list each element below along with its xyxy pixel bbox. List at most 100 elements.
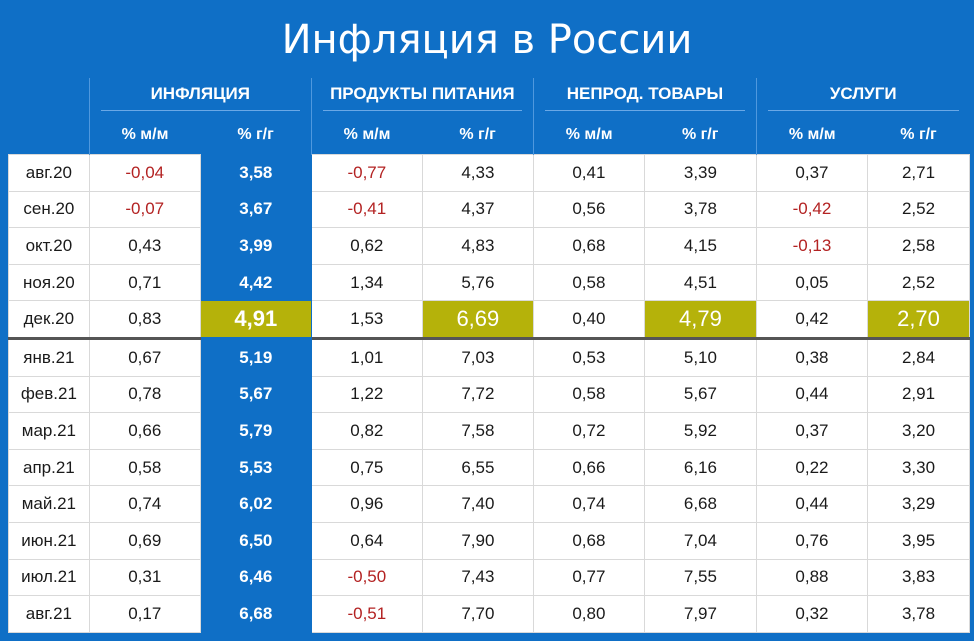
value-cell: 0,58 xyxy=(532,263,645,302)
table-row: окт.20 0,43 3,99 0,62 4,83 0,68 4,15 -0,13 2,58 xyxy=(8,227,971,265)
table-row: июн.21 0,69 6,50 0,64 7,90 0,68 7,04 0,76 3,95 xyxy=(8,521,971,560)
table-row: сен.20 -0,07 3,67 -0,41 4,37 0,56 3,78 -0,42 2,5… xyxy=(8,190,971,229)
month-cell: май.21 xyxy=(8,485,90,523)
month-cell: авг.21 xyxy=(8,595,90,633)
value-cell: 7,58 xyxy=(421,412,534,450)
table-row: янв.21 0,67 5,19 1,01 7,03 0,53 5,10 0,38 2,84 xyxy=(8,337,971,377)
value-cell: 5,19 xyxy=(199,337,312,377)
value-cell: -0,07 xyxy=(88,190,201,229)
value-cell: 7,55 xyxy=(643,558,757,597)
value-cell: 0,40 xyxy=(532,300,645,340)
value-cell: 0,64 xyxy=(310,521,423,560)
month-cell: июл.21 xyxy=(8,558,90,597)
value-cell: 3,67 xyxy=(199,190,312,229)
value-cell: 0,31 xyxy=(88,558,201,597)
subheader-mm: % м/м xyxy=(532,116,645,155)
value-cell: 0,05 xyxy=(755,263,868,302)
value-cell: 4,91 xyxy=(199,300,312,340)
group-header-food: ПРОДУКТЫ ПИТАНИЯ xyxy=(310,78,534,116)
value-cell: 2,52 xyxy=(866,190,971,229)
value-cell: 5,10 xyxy=(643,337,757,377)
value-cell: 0,44 xyxy=(755,375,868,414)
value-cell: 0,37 xyxy=(755,412,868,450)
value-cell: 0,74 xyxy=(88,485,201,523)
value-cell: -0,13 xyxy=(755,227,868,265)
month-cell: дек.20 xyxy=(8,300,90,340)
month-cell: апр.21 xyxy=(8,448,90,487)
subheader-yy: % г/г xyxy=(237,126,274,143)
value-cell: -0,50 xyxy=(310,558,423,597)
value-cell: 0,68 xyxy=(532,521,645,560)
value-cell: 0,44 xyxy=(755,485,868,523)
value-cell: 2,70 xyxy=(866,300,971,340)
value-cell: 3,58 xyxy=(199,154,312,192)
value-cell: 6,46 xyxy=(199,558,312,597)
value-cell: 6,16 xyxy=(643,448,757,487)
value-cell: 2,84 xyxy=(866,337,971,377)
group-header-inflation: ИНФЛЯЦИЯ xyxy=(88,78,312,116)
value-cell: 5,67 xyxy=(643,375,757,414)
subheader-yy: % г/г xyxy=(681,126,719,143)
value-cell: -0,77 xyxy=(310,154,423,192)
month-cell: ноя.20 xyxy=(8,263,90,302)
value-cell: 0,17 xyxy=(88,595,201,633)
value-cell: 0,38 xyxy=(755,337,868,377)
page-title: Инфляция в России xyxy=(281,17,693,63)
value-cell: 7,90 xyxy=(421,521,534,560)
value-cell: 0,72 xyxy=(532,412,645,450)
month-cell: окт.20 xyxy=(8,227,90,265)
value-cell: 3,30 xyxy=(866,448,971,487)
value-cell: 3,20 xyxy=(866,412,971,450)
value-cell: 0,41 xyxy=(532,154,645,192)
value-cell: 6,68 xyxy=(643,485,757,523)
value-cell: 5,67 xyxy=(199,375,312,414)
value-cell: 0,80 xyxy=(532,595,645,633)
value-cell: 0,96 xyxy=(310,485,423,523)
value-cell: 0,78 xyxy=(88,375,201,414)
value-cell: 7,04 xyxy=(643,521,757,560)
subheader-mm: % м/м xyxy=(310,116,423,155)
subheader-yy: % г/г xyxy=(459,126,496,143)
value-cell: 0,74 xyxy=(532,485,645,523)
value-cell: 0,43 xyxy=(88,227,201,265)
table-row: май.21 0,74 6,02 0,96 7,40 0,74 6,68 0,44 3,29 xyxy=(8,485,971,523)
table-row: фев.21 0,78 5,67 1,22 7,72 0,58 5,67 0,44 2,91 xyxy=(8,375,971,414)
value-cell: 4,51 xyxy=(643,263,757,302)
value-cell: 6,02 xyxy=(199,485,312,523)
month-cell: янв.21 xyxy=(8,337,90,377)
value-cell: 3,83 xyxy=(866,558,971,597)
month-cell: июн.21 xyxy=(8,521,90,560)
group-header-services: УСЛУГИ xyxy=(755,78,970,116)
value-cell: 0,37 xyxy=(755,154,868,192)
value-cell: 0,71 xyxy=(88,263,201,302)
value-cell: 0,68 xyxy=(532,227,645,265)
value-cell: 2,58 xyxy=(866,227,971,265)
value-cell: 0,66 xyxy=(88,412,201,450)
value-cell: 5,79 xyxy=(199,412,312,450)
value-cell: 7,72 xyxy=(421,375,534,414)
value-cell: 0,66 xyxy=(532,448,645,487)
value-cell: 0,67 xyxy=(88,337,201,377)
corner-cell xyxy=(8,78,90,116)
value-cell: 1,22 xyxy=(310,375,423,414)
value-cell: 5,53 xyxy=(199,448,312,487)
value-cell: 0,53 xyxy=(532,337,645,377)
table-row: авг.21 0,17 6,68 -0,51 7,70 0,80 7,97 0,32 3,78 xyxy=(8,595,971,633)
group-header-nonfood: НЕПРОД. ТОВАРЫ xyxy=(532,78,757,116)
value-cell: 1,53 xyxy=(310,300,423,340)
value-cell: 2,91 xyxy=(866,375,971,414)
value-cell: 0,58 xyxy=(88,448,201,487)
value-cell: 3,78 xyxy=(643,190,757,229)
value-cell: 2,71 xyxy=(866,154,971,192)
subheader-mm: % м/м xyxy=(755,116,868,155)
value-cell: -0,41 xyxy=(310,190,423,229)
value-cell: 5,76 xyxy=(421,263,534,302)
table-row: авг.20 -0,04 3,58 -0,77 4,33 0,41 3,39 0,37 2,71 xyxy=(8,154,971,192)
value-cell: 0,42 xyxy=(755,300,868,340)
value-cell: 7,43 xyxy=(421,558,534,597)
value-cell: 4,15 xyxy=(643,227,757,265)
value-cell: -0,42 xyxy=(755,190,868,229)
table-row: апр.21 0,58 5,53 0,75 6,55 0,66 6,16 0,22 3,30 xyxy=(8,448,971,487)
value-cell: 6,69 xyxy=(421,300,534,340)
